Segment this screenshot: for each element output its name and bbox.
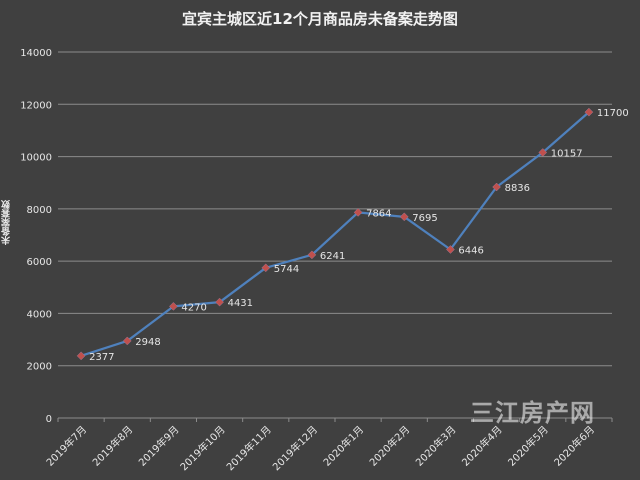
data-label: 7695 — [412, 213, 437, 224]
data-label: 2377 — [89, 352, 114, 363]
data-label: 5744 — [274, 264, 299, 275]
data-point — [169, 302, 178, 311]
y-tick-label: 12000 — [20, 100, 52, 111]
chart-title: 宜宾主城区近12个月商品房未备案走势图 — [182, 10, 458, 28]
x-tick-label: 2020年2月 — [367, 423, 413, 469]
data-label: 8836 — [505, 183, 530, 194]
data-point — [76, 351, 86, 361]
data-label: 11700 — [597, 108, 629, 119]
data-label: 6446 — [458, 245, 483, 256]
data-point — [492, 182, 501, 192]
x-tick-label: 2019年8月 — [90, 423, 136, 469]
data-point — [584, 107, 594, 117]
x-tick-label: 2019年9月 — [136, 423, 182, 469]
data-label: 4431 — [228, 298, 253, 309]
y-tick-label: 14000 — [20, 48, 52, 59]
x-tick-label: 2020年1月 — [320, 423, 366, 469]
y-tick-label: 6000 — [27, 257, 52, 268]
y-tick-label: 2000 — [27, 362, 52, 373]
x-tick-label: 2020年5月 — [505, 423, 551, 469]
data-point — [446, 245, 455, 254]
x-tick-label: 2020年6月 — [551, 423, 597, 469]
x-tick-label: 2019年7月 — [43, 423, 89, 469]
data-label: 4270 — [181, 302, 206, 313]
data-point — [261, 263, 271, 273]
data-label: 6241 — [320, 251, 345, 262]
watermark: 三江房产网 — [470, 399, 595, 427]
data-point — [122, 336, 132, 346]
data-label: 2948 — [135, 337, 160, 348]
data-point — [353, 208, 363, 217]
x-tick-label: 2020年4月 — [459, 423, 505, 469]
x-tick-label: 2019年10月 — [177, 423, 227, 473]
y-tick-label: 10000 — [20, 153, 52, 164]
y-tick-label: 8000 — [27, 205, 52, 216]
y-tick-label: 0 — [46, 414, 52, 425]
x-tick-label: 2019年12月 — [270, 423, 320, 473]
data-label: 10157 — [551, 148, 583, 159]
x-tick-label: 2019年11月 — [224, 423, 274, 473]
data-label: 7864 — [366, 208, 391, 219]
data-point — [307, 250, 317, 260]
y-tick-label: 4000 — [27, 309, 52, 320]
data-point — [215, 297, 224, 307]
data-point — [399, 212, 409, 222]
data-point — [538, 148, 548, 157]
series-line — [80, 111, 590, 357]
x-tick-label: 2020年3月 — [413, 423, 459, 469]
